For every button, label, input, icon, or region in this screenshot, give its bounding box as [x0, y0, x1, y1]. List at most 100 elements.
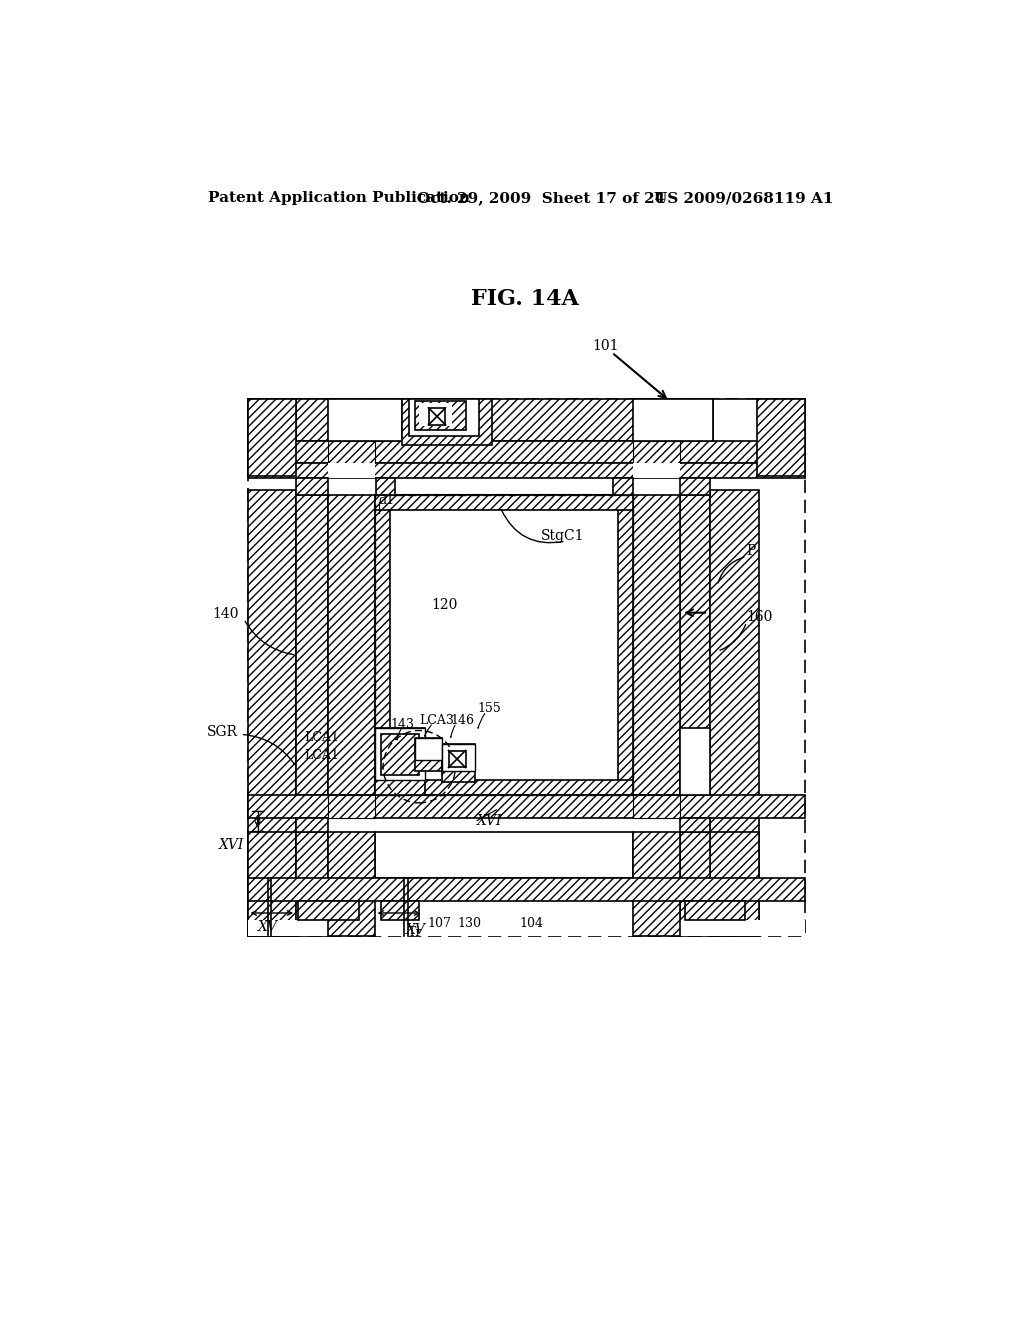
Bar [634, 441, 680, 462]
Bar [442, 743, 475, 781]
Bar [449, 751, 466, 767]
Text: US 2009/0268119 A1: US 2009/0268119 A1 [654, 191, 834, 206]
Bar [329, 399, 402, 441]
Text: Patent Application Publication: Patent Application Publication [208, 191, 470, 206]
Bar [375, 729, 425, 780]
Bar [376, 478, 394, 495]
Bar [680, 478, 711, 495]
FancyArrowPatch shape [397, 729, 401, 739]
FancyArrowPatch shape [718, 557, 743, 583]
Text: 160: 160 [746, 610, 773, 623]
Text: LCA1: LCA1 [304, 748, 339, 762]
Bar [634, 795, 680, 818]
Bar [442, 743, 475, 771]
Text: StgC1: StgC1 [541, 529, 585, 543]
Bar [634, 441, 680, 462]
Text: SGR: SGR [207, 725, 239, 739]
FancyArrowPatch shape [244, 735, 295, 764]
Bar [711, 832, 759, 936]
Bar [248, 878, 805, 902]
Bar [248, 399, 296, 475]
Bar [402, 399, 492, 445]
Bar [296, 818, 329, 832]
Bar [248, 399, 805, 936]
Text: 101: 101 [593, 338, 620, 352]
Bar [634, 832, 680, 936]
Bar [613, 478, 634, 495]
Bar [329, 795, 375, 818]
Text: 155: 155 [477, 702, 501, 715]
Text: P: P [746, 544, 756, 558]
Bar [296, 399, 714, 441]
Text: 130: 130 [458, 916, 482, 929]
Bar [757, 399, 805, 475]
Bar [296, 478, 329, 495]
Bar [248, 399, 329, 475]
Text: XVI: XVI [477, 813, 503, 828]
Bar [248, 441, 805, 462]
Bar [329, 495, 375, 795]
Bar [248, 795, 805, 818]
Bar [680, 495, 711, 795]
Bar [329, 795, 375, 818]
Bar [680, 729, 711, 795]
Bar [296, 832, 329, 936]
Bar [381, 902, 419, 920]
Text: 143: 143 [390, 718, 414, 731]
Text: 104: 104 [519, 916, 544, 929]
Bar [410, 399, 478, 436]
Bar [381, 734, 419, 775]
Bar [634, 795, 680, 818]
Text: d1: d1 [379, 494, 394, 507]
Bar [634, 495, 680, 795]
Bar [248, 920, 805, 936]
Text: FIG. 14A: FIG. 14A [471, 288, 579, 310]
Bar [375, 495, 634, 511]
Bar [416, 738, 442, 771]
Bar [685, 902, 745, 920]
Text: Oct. 29, 2009  Sheet 17 of 24: Oct. 29, 2009 Sheet 17 of 24 [417, 191, 666, 206]
Text: XV: XV [258, 920, 278, 933]
Bar [419, 404, 453, 426]
FancyArrowPatch shape [245, 622, 293, 655]
Text: 120: 120 [431, 598, 458, 612]
Text: Tr: Tr [408, 925, 422, 939]
Bar [296, 495, 329, 795]
Bar [634, 399, 714, 441]
Bar [375, 495, 390, 795]
Bar [248, 832, 296, 936]
Bar [375, 495, 634, 795]
Text: 140: 140 [212, 607, 239, 622]
Bar [429, 408, 445, 425]
Bar [329, 441, 375, 462]
Bar [416, 401, 466, 430]
Text: LCA1: LCA1 [304, 731, 339, 744]
Bar [248, 490, 296, 936]
Bar [680, 832, 711, 936]
Text: LCA3: LCA3 [419, 714, 455, 727]
Bar [416, 738, 442, 760]
Bar [375, 780, 634, 795]
FancyArrowPatch shape [451, 725, 455, 738]
Bar [617, 495, 634, 795]
FancyArrowPatch shape [502, 510, 563, 543]
Bar [711, 490, 759, 936]
Text: 107: 107 [427, 916, 451, 929]
Bar [375, 495, 634, 795]
Text: 146: 146 [451, 714, 474, 727]
Bar [714, 399, 805, 475]
Bar [680, 818, 711, 832]
FancyArrowPatch shape [425, 725, 431, 737]
Text: XVI: XVI [219, 838, 245, 853]
Bar [248, 462, 805, 478]
Bar [298, 902, 359, 920]
Bar [329, 832, 375, 936]
Bar [329, 462, 375, 478]
FancyArrowPatch shape [478, 714, 484, 729]
Bar [375, 729, 425, 795]
Bar [329, 441, 375, 462]
Bar [375, 832, 634, 878]
FancyArrowPatch shape [720, 624, 745, 651]
Bar [634, 462, 680, 478]
Text: XV: XV [406, 923, 425, 937]
